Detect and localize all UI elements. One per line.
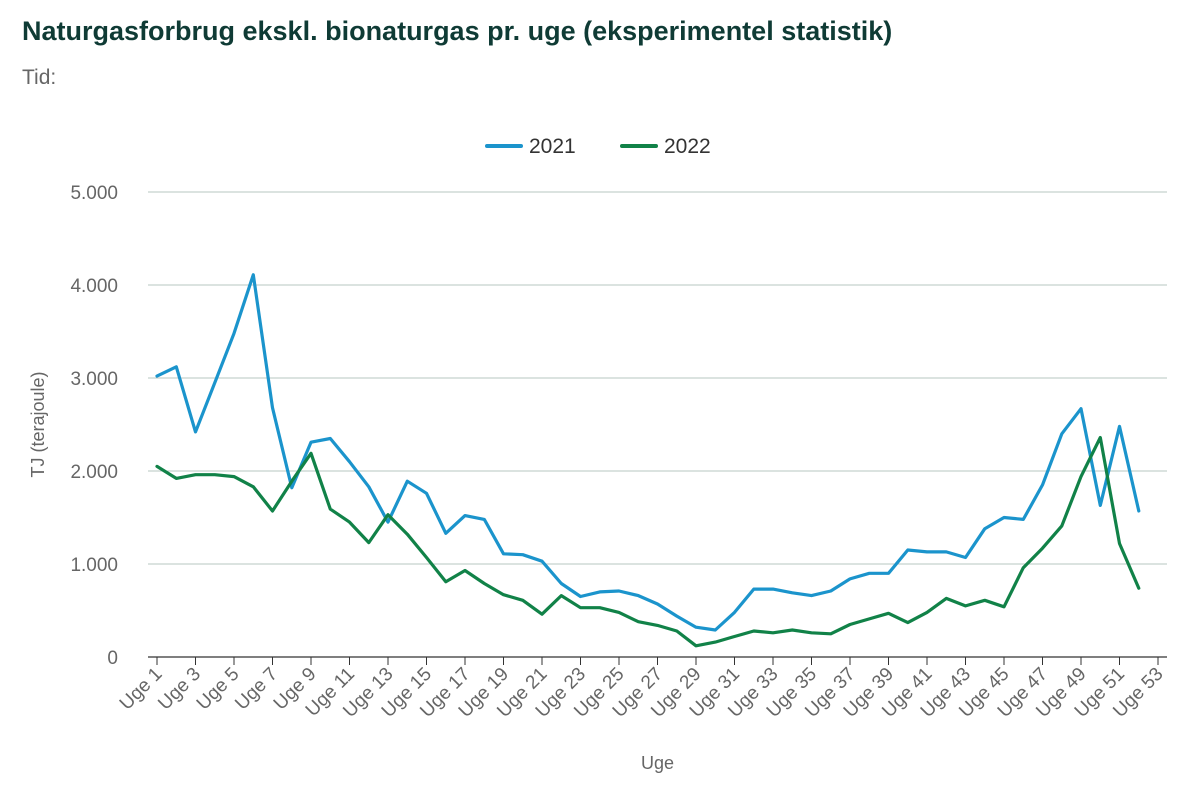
y-tick-label: 5.000 xyxy=(70,183,118,204)
x-axis-title: Uge xyxy=(641,753,674,773)
legend-label-2021: 2021 xyxy=(529,135,576,158)
chart-title: Naturgasforbrug ekskl. bionaturgas pr. u… xyxy=(22,16,893,46)
series-line-2021 xyxy=(155,273,1141,632)
y-tick-label: 2.000 xyxy=(70,462,118,483)
legend-label-2022: 2022 xyxy=(664,135,711,158)
chart-subtitle: Tid: xyxy=(22,66,57,89)
y-tick-label: 0 xyxy=(107,648,118,669)
y-tick-label: 3.000 xyxy=(70,369,118,390)
y-axis-title: TJ (terajoule) xyxy=(28,371,48,477)
y-tick-label: 1.000 xyxy=(70,555,118,576)
x-tick-label: Uge 3 xyxy=(154,664,205,715)
x-tick-label: Uge 7 xyxy=(231,664,282,715)
x-tick-label: Uge 5 xyxy=(193,664,244,715)
series-line-2022 xyxy=(155,435,1141,648)
x-tick-label: Uge 1 xyxy=(116,664,167,715)
y-tick-label: 4.000 xyxy=(70,276,118,297)
